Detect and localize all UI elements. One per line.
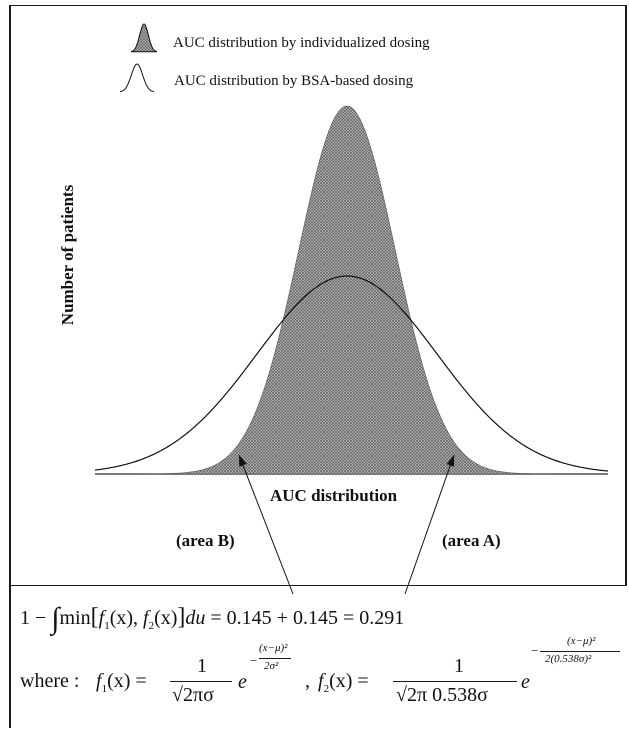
f2-symbol: f [143, 607, 149, 629]
where-label: where : [20, 670, 80, 692]
frame-divider [9, 585, 627, 586]
f2-definition: f2(x) = [318, 670, 369, 695]
outline-bell-icon [119, 63, 155, 93]
area-b-label: (area B) [176, 531, 235, 550]
hatched-bell-icon [130, 23, 158, 53]
integral-symbol: ∫ [51, 602, 60, 635]
frame-left-border [9, 5, 11, 728]
series-individualized-area [95, 105, 608, 475]
min-text: min [59, 607, 91, 629]
f2-sub: 2 [148, 620, 155, 632]
f1-numerator: 1 [197, 655, 207, 677]
f2-def-sub: 2 [323, 683, 330, 695]
frame-top-border [9, 5, 627, 6]
f1-sub: 1 [104, 620, 110, 632]
f2-def-arg: (x) = [329, 670, 369, 692]
area-a-label: (area A) [442, 531, 501, 550]
f2-exp-bar [540, 651, 620, 652]
arrow-area-b [238, 454, 294, 595]
f2-exp-numerator: (x−μ)² [567, 635, 596, 647]
f2-exp-base: e [521, 671, 530, 693]
f1-exp-bar [259, 658, 291, 659]
formula-prefix: 1 − [20, 607, 47, 629]
f2-exp-denominator: 2(0.538σ)² [545, 653, 592, 665]
du-text: du [185, 607, 206, 629]
formula-line-1: 1 − ∫min[f1(x), f2(x)]du = 0.145 + 0.145… [20, 602, 405, 635]
legend-label-individualized: AUC distribution by individualized dosin… [173, 35, 430, 51]
legend-label-bsa: AUC distribution by BSA-based dosing [174, 73, 414, 89]
f1-symbol: f [98, 607, 105, 629]
f1-def-symbol: f [96, 670, 102, 692]
x-axis-label: AUC distribution [270, 486, 398, 505]
f1-exp-base: e [238, 671, 247, 693]
f1-exp-denominator: 2σ² [264, 660, 279, 672]
separator-comma: , [305, 670, 310, 692]
f1-denominator: √2πσ [172, 684, 214, 706]
f2-exp-minus: − [531, 643, 539, 658]
f2-def-symbol: f [318, 670, 324, 692]
f1-def-arg: (x) = [107, 670, 147, 692]
arrow-area-b-head [239, 455, 247, 467]
f2-denominator: √2π 0.538σ [396, 684, 488, 706]
f1-exp-minus: − [250, 653, 258, 668]
f1-arg: (x), [109, 607, 139, 629]
arrow-area-a-head [446, 455, 455, 467]
f2-fraction-bar [393, 681, 517, 682]
arrow-area-a [404, 454, 455, 595]
y-axis-label: Number of patients [58, 184, 77, 326]
series-bsa-line [94, 275, 609, 472]
f2-numerator: 1 [454, 655, 464, 677]
f1-def-sub: 1 [101, 683, 108, 695]
f1-exp-numerator: (x−μ)² [259, 642, 288, 654]
f1-fraction-bar [170, 681, 232, 682]
f1-definition: f1(x) = [96, 670, 147, 695]
f2-arg: (x) [154, 607, 178, 629]
frame-right-border [625, 5, 627, 585]
formula-result: = 0.145 + 0.145 = 0.291 [210, 607, 405, 629]
